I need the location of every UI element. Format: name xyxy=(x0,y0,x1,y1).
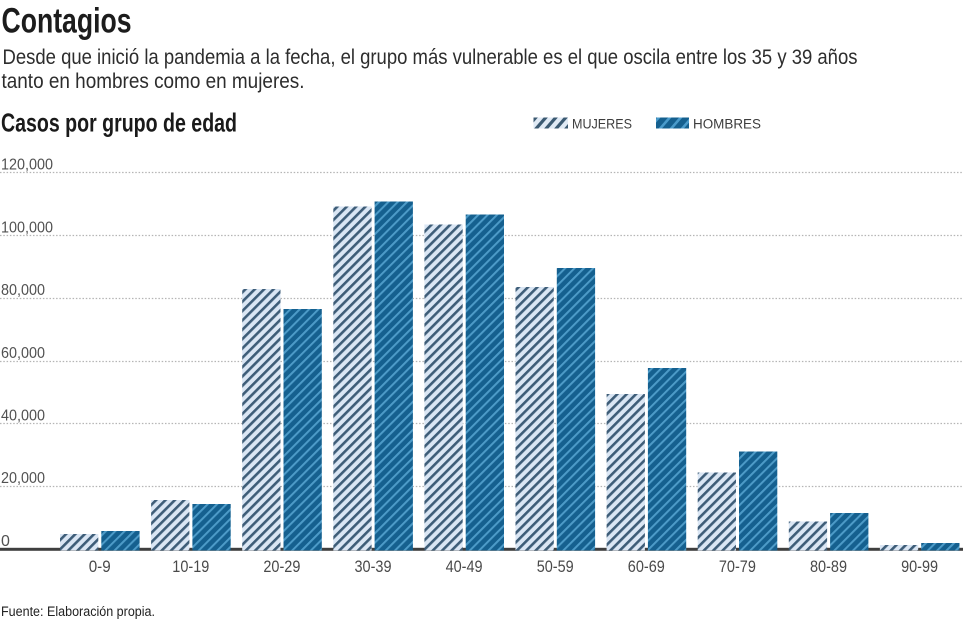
svg-text:20-29: 20-29 xyxy=(263,557,300,576)
svg-text:10-19: 10-19 xyxy=(172,557,209,576)
svg-text:Casos por grupo de edad: Casos por grupo de edad xyxy=(1,108,237,138)
svg-text:40-49: 40-49 xyxy=(446,557,483,576)
svg-text:Desde que inició la pandemia a: Desde que inició la pandemia a la fecha,… xyxy=(3,45,858,69)
svg-text:100,000: 100,000 xyxy=(1,220,53,237)
svg-text:0: 0 xyxy=(1,533,10,550)
svg-text:40,000: 40,000 xyxy=(1,408,45,425)
svg-text:30-39: 30-39 xyxy=(355,557,392,576)
svg-text:0-9: 0-9 xyxy=(89,557,111,576)
svg-text:70-79: 70-79 xyxy=(719,557,756,576)
svg-text:tanto en hombres como en mujer: tanto en hombres como en mujeres. xyxy=(2,69,305,93)
svg-text:80,000: 80,000 xyxy=(1,282,45,299)
svg-text:HOMBRES: HOMBRES xyxy=(693,117,761,132)
svg-text:60-69: 60-69 xyxy=(628,557,665,576)
svg-text:Fuente: Elaboración propia.: Fuente: Elaboración propia. xyxy=(1,604,155,619)
svg-text:MUJERES: MUJERES xyxy=(572,117,632,132)
svg-text:90-99: 90-99 xyxy=(901,557,938,576)
svg-text:120,000: 120,000 xyxy=(1,157,53,174)
svg-text:50-59: 50-59 xyxy=(537,557,574,576)
svg-text:60,000: 60,000 xyxy=(1,345,45,362)
svg-text:20,000: 20,000 xyxy=(1,470,45,487)
svg-text:Contagios: Contagios xyxy=(2,2,132,41)
svg-text:80-89: 80-89 xyxy=(810,557,847,576)
